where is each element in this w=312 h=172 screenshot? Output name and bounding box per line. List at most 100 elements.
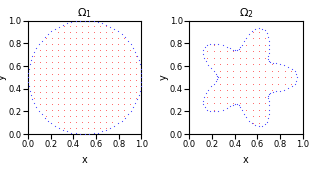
Point <box>121 55 126 58</box>
Point <box>282 69 287 72</box>
Point <box>121 85 126 88</box>
Point <box>61 49 66 52</box>
Point <box>138 67 143 70</box>
Point <box>259 125 264 127</box>
Point <box>217 95 222 98</box>
Point <box>276 83 281 85</box>
Point <box>97 109 102 112</box>
Point <box>55 49 60 52</box>
Point <box>49 49 54 52</box>
Point <box>61 73 66 76</box>
Point <box>49 109 54 112</box>
Point <box>91 91 96 94</box>
Point <box>270 61 275 64</box>
Point <box>135 98 140 100</box>
Point <box>292 82 297 85</box>
Point <box>259 28 264 30</box>
Point <box>73 20 78 23</box>
Point <box>205 108 210 111</box>
Point <box>211 50 216 53</box>
Point <box>244 116 249 119</box>
Point <box>256 63 261 66</box>
Point <box>103 37 108 40</box>
Point <box>112 124 117 127</box>
Point <box>270 76 275 79</box>
Point <box>125 39 130 42</box>
Point <box>55 115 60 118</box>
Point <box>231 76 236 79</box>
Point <box>205 95 210 98</box>
Point <box>211 95 216 98</box>
Point <box>103 109 108 112</box>
Point <box>79 31 84 34</box>
Point <box>277 63 282 65</box>
Point <box>67 49 72 52</box>
Point <box>239 109 244 112</box>
Point <box>215 76 220 79</box>
Point <box>49 79 54 82</box>
Point <box>238 106 243 109</box>
Point <box>133 79 138 82</box>
Point <box>43 67 48 70</box>
Point <box>109 37 114 40</box>
Point <box>79 55 84 58</box>
Point <box>205 102 210 105</box>
Point <box>244 44 249 46</box>
Point <box>267 108 272 111</box>
Point <box>216 109 221 112</box>
Point <box>82 19 87 22</box>
Point <box>109 91 114 94</box>
Point <box>273 62 278 65</box>
Y-axis label: y: y <box>158 74 168 80</box>
Point <box>85 79 90 82</box>
Point <box>67 43 72 46</box>
Point <box>85 61 90 64</box>
Point <box>237 95 242 98</box>
Point <box>97 37 102 40</box>
Point <box>231 104 236 106</box>
Point <box>236 104 241 107</box>
Point <box>121 97 126 100</box>
Point <box>237 89 242 92</box>
Point <box>121 37 126 40</box>
Point <box>69 21 74 24</box>
Point <box>137 89 142 92</box>
Point <box>256 109 261 111</box>
Point <box>49 85 54 88</box>
Point <box>206 64 211 67</box>
Point <box>250 57 255 59</box>
Point <box>266 58 271 60</box>
Point <box>285 65 290 68</box>
Point <box>121 49 126 52</box>
Point <box>289 69 294 72</box>
Point <box>201 100 206 102</box>
Point <box>39 113 44 116</box>
Point <box>49 103 54 106</box>
Point <box>31 91 36 94</box>
Point <box>28 58 33 61</box>
Text: (a) Circular shape ($\Omega_1$): (a) Circular shape ($\Omega_1$) <box>37 170 133 172</box>
Point <box>211 57 216 59</box>
Point <box>61 67 66 70</box>
Point <box>43 79 48 82</box>
Point <box>61 25 66 28</box>
Point <box>85 67 90 70</box>
Point <box>268 92 273 94</box>
Point <box>250 44 255 46</box>
Point <box>108 127 113 129</box>
Point <box>97 25 102 28</box>
Point <box>237 50 242 53</box>
Text: (b) Flower shape ($\Omega_2$): (b) Flower shape ($\Omega_2$) <box>201 170 292 172</box>
Point <box>73 103 78 106</box>
Point <box>208 42 213 45</box>
Point <box>266 117 271 119</box>
Point <box>244 50 249 53</box>
Point <box>65 130 70 133</box>
Point <box>256 69 261 72</box>
Point <box>237 63 242 66</box>
Point <box>201 52 206 55</box>
Point <box>31 97 36 100</box>
Point <box>205 44 210 47</box>
Point <box>43 55 48 58</box>
Point <box>244 95 249 98</box>
